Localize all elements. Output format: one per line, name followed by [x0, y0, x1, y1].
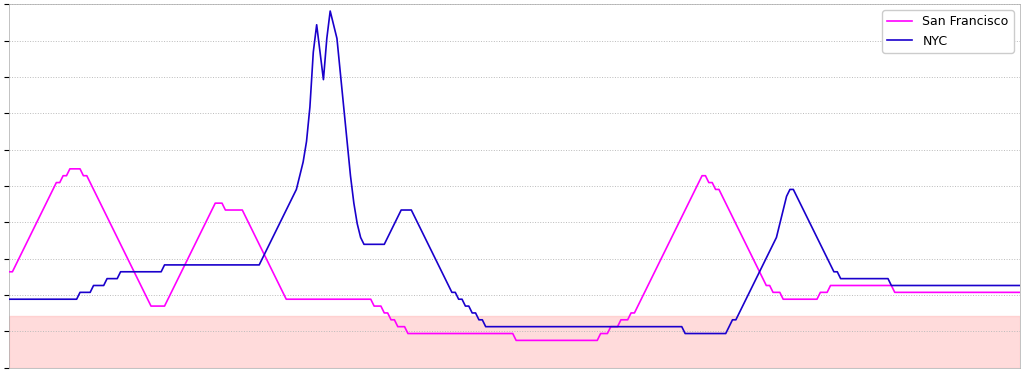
San Francisco: [608, 324, 621, 329]
NYC: [604, 324, 616, 329]
NYC: [608, 324, 621, 329]
Bar: [9, 316, 1020, 368]
NYC: [679, 331, 691, 336]
NYC: [3, 297, 15, 301]
San Francisco: [611, 324, 624, 329]
San Francisco: [629, 311, 641, 315]
Legend: San Francisco, NYC: San Francisco, NYC: [883, 10, 1014, 53]
San Francisco: [63, 167, 76, 171]
San Francisco: [510, 338, 522, 343]
Line: NYC: NYC: [9, 11, 1020, 334]
NYC: [324, 9, 336, 13]
NYC: [6, 297, 18, 301]
NYC: [926, 283, 938, 288]
NYC: [1014, 283, 1024, 288]
San Francisco: [3, 270, 15, 274]
San Francisco: [861, 283, 873, 288]
San Francisco: [926, 290, 938, 295]
NYC: [861, 276, 873, 281]
Line: San Francisco: San Francisco: [9, 169, 1020, 340]
San Francisco: [6, 270, 18, 274]
San Francisco: [1014, 290, 1024, 295]
NYC: [625, 324, 637, 329]
